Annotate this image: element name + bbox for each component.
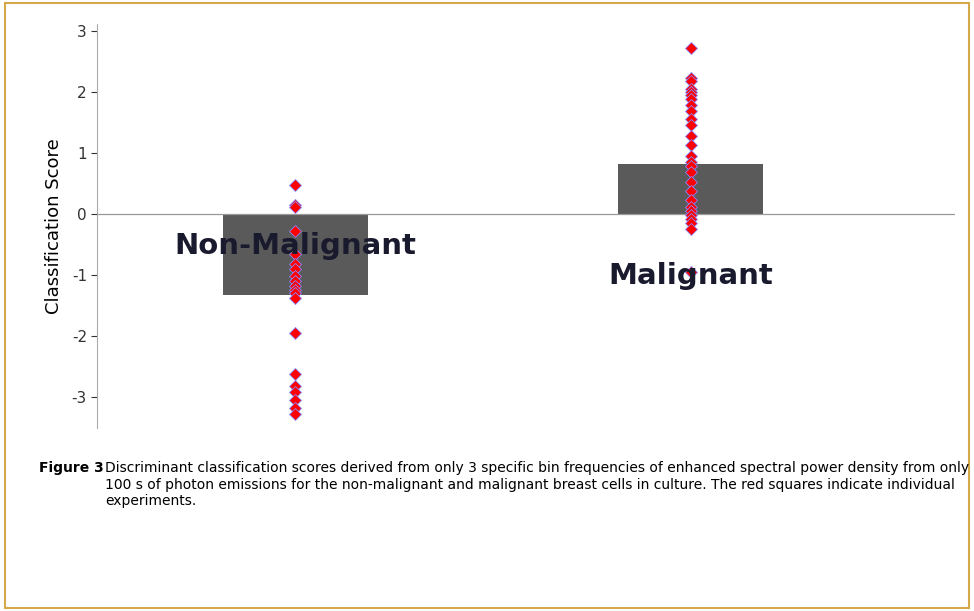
Text: Malignant: Malignant <box>609 262 773 290</box>
Text: Figure 3: Figure 3 <box>39 461 108 475</box>
Bar <box>618 164 764 214</box>
Y-axis label: Classification Score: Classification Score <box>46 138 63 314</box>
Bar <box>223 214 368 295</box>
Text: Discriminant classification scores derived from only 3 specific bin frequencies : Discriminant classification scores deriv… <box>105 461 969 508</box>
Text: Non-Malignant: Non-Malignant <box>174 232 416 260</box>
